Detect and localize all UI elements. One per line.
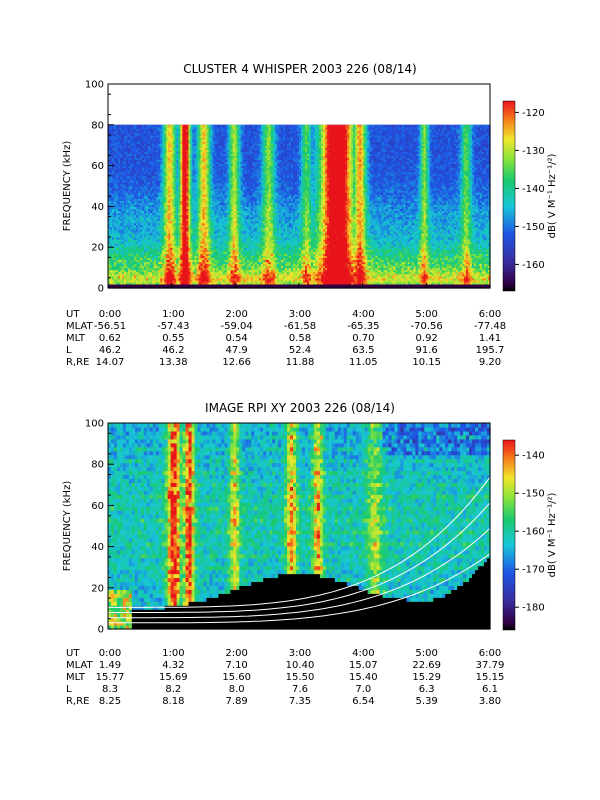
panel-cluster: CLUSTER 4 WHISPER 2003 226 (08/14) 02040… bbox=[62, 62, 558, 368]
spectrogram bbox=[108, 125, 491, 289]
chart-title: CLUSTER 4 WHISPER 2003 226 (08/14) bbox=[183, 62, 416, 76]
